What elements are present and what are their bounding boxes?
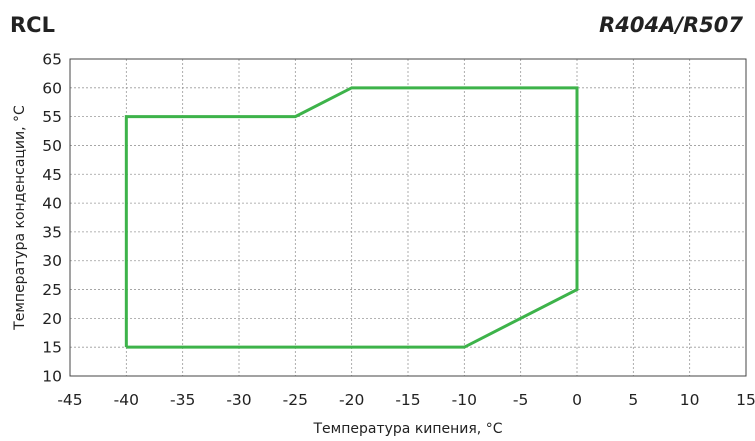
y-tick-labels: 10 15 20 25 30 35 40 45 50 55 60 65: [42, 51, 62, 386]
y-tick-label: 55: [42, 108, 62, 126]
y-tick-label: 10: [42, 368, 62, 386]
x-tick-label: -35: [170, 391, 195, 409]
x-tick-label: -25: [283, 391, 308, 409]
grid: [69, 58, 747, 377]
x-tick-label: 10: [680, 391, 700, 409]
y-tick-label: 35: [42, 223, 62, 241]
x-tick-label: 15: [736, 391, 755, 409]
series-group: [124, 86, 579, 349]
plot-frame: [69, 58, 747, 377]
x-tick-labels: -45 -40 -35 -30 -25 -20 -15 -10 -5 0 5 10 15: [57, 391, 755, 409]
x-tick-label: -45: [57, 391, 82, 409]
x-tick-label: -30: [226, 391, 251, 409]
y-tick-label: 15: [42, 339, 62, 357]
y-tick-label: 65: [42, 51, 62, 69]
y-tick-label: 25: [42, 281, 62, 299]
refrigerant-label: R404A/R507: [599, 13, 743, 37]
y-axis-label: Температура конденсации, °C: [12, 105, 28, 331]
x-axis-label: Температура кипения, °C: [313, 421, 503, 437]
x-tick-label: 0: [572, 391, 582, 409]
x-tick-label: -40: [114, 391, 139, 409]
x-tick-label: -5: [513, 391, 528, 409]
x-tick-label: -20: [339, 391, 364, 409]
y-tick-label: 30: [42, 252, 62, 270]
x-tick-label: 5: [628, 391, 638, 409]
envelope-line: [124, 86, 579, 349]
y-tick-label: 40: [42, 195, 62, 213]
y-tick-label: 45: [42, 166, 62, 184]
y-tick-label: 50: [42, 137, 62, 155]
x-tick-label: -15: [395, 391, 420, 409]
y-tick-label: 60: [42, 79, 62, 97]
y-tick-label: 20: [42, 310, 62, 328]
x-tick-label: -10: [452, 391, 477, 409]
chart-title: RCL: [10, 13, 55, 37]
